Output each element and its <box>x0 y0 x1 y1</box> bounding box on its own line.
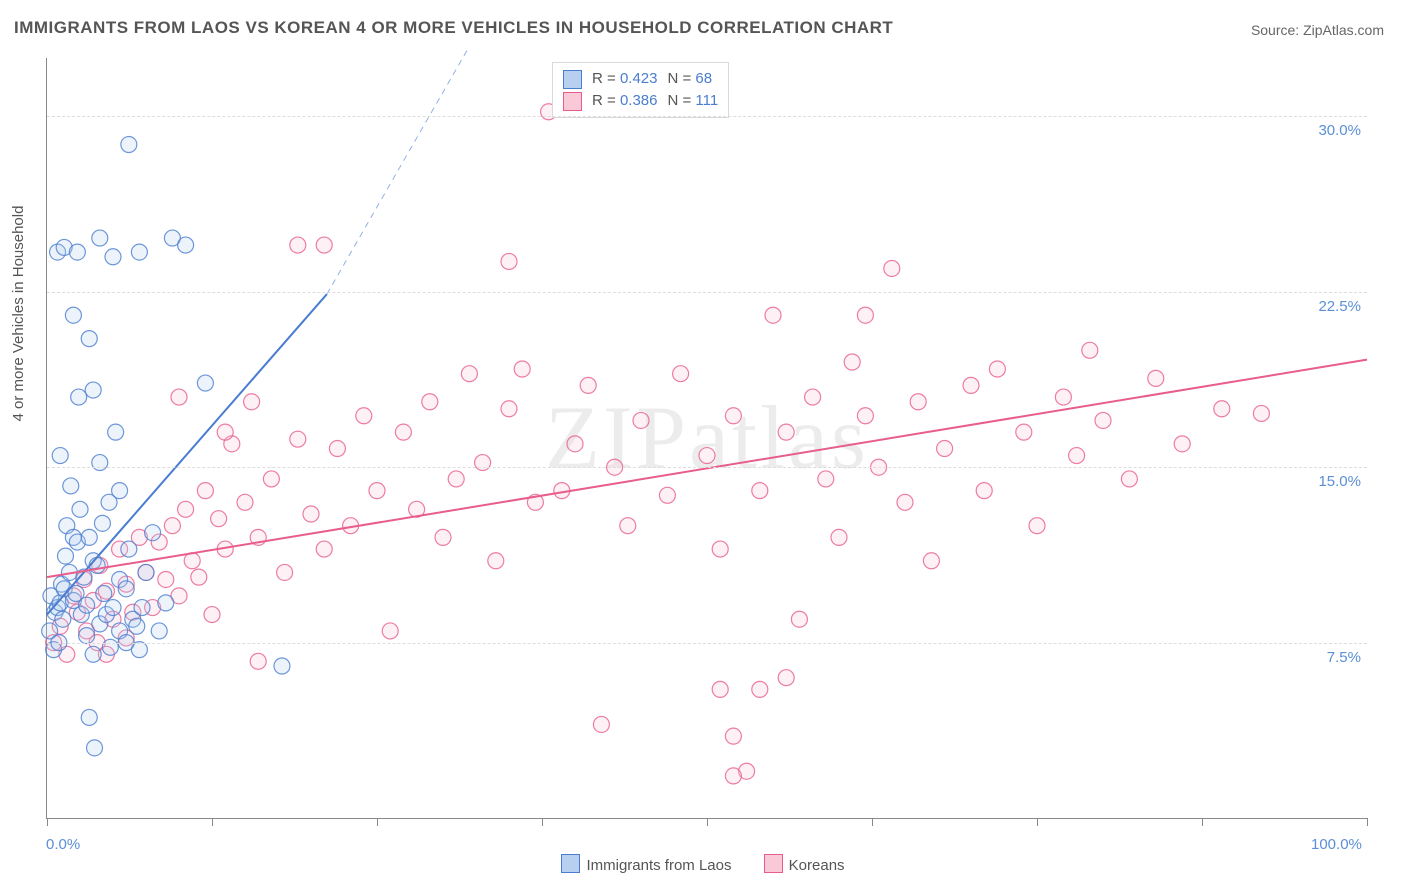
y-tick-label: 22.5% <box>1306 298 1361 315</box>
source-label: Source: <box>1251 22 1303 38</box>
source-attribution: Source: ZipAtlas.com <box>1251 22 1384 38</box>
series-legend: Immigrants from Laos Koreans <box>0 854 1406 874</box>
legend-row-koreans: R = 0.386 N = 111 <box>563 90 718 112</box>
y-tick-label: 30.0% <box>1306 122 1361 139</box>
swatch-icon <box>561 854 580 873</box>
legend-item-laos: Immigrants from Laos <box>561 857 735 874</box>
y-tick-label: 15.0% <box>1306 473 1361 490</box>
legend-item-koreans: Koreans <box>764 857 845 874</box>
swatch-laos <box>563 70 582 89</box>
x-tick-label: 0.0% <box>46 836 80 853</box>
scatter-plot-area: ZIPatlas R = 0.423 N = 68 R = 0.386 N = … <box>46 58 1367 819</box>
chart-title: IMMIGRANTS FROM LAOS VS KOREAN 4 OR MORE… <box>14 18 893 38</box>
y-tick-label: 7.5% <box>1306 649 1361 666</box>
y-axis-label: 4 or more Vehicles in Household <box>10 206 27 422</box>
legend-row-laos: R = 0.423 N = 68 <box>563 68 718 90</box>
plot-svg <box>47 58 1367 818</box>
swatch-koreans <box>563 92 582 111</box>
x-tick-label: 100.0% <box>1311 836 1362 853</box>
source-value: ZipAtlas.com <box>1303 22 1384 38</box>
correlation-legend: R = 0.423 N = 68 R = 0.386 N = 111 <box>552 62 729 118</box>
swatch-icon <box>764 854 783 873</box>
